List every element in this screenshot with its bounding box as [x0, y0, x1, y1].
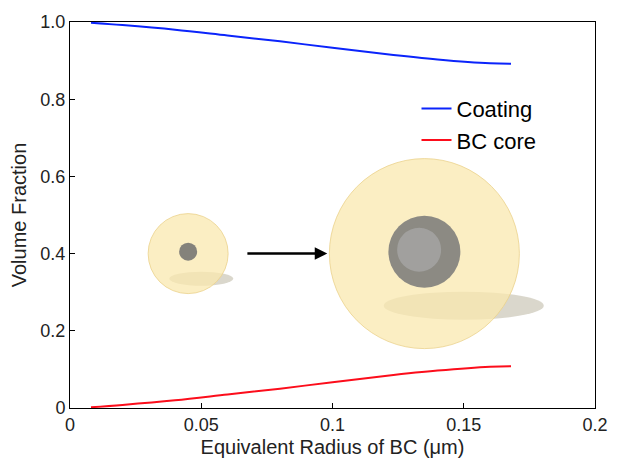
svg-text:0.1: 0.1	[320, 415, 345, 435]
svg-text:Coating: Coating	[457, 97, 533, 122]
svg-text:Volume Fraction: Volume Fraction	[8, 143, 30, 288]
svg-text:0.6: 0.6	[40, 167, 65, 187]
svg-text:0.15: 0.15	[446, 415, 481, 435]
svg-text:Equivalent Radius of BC (μm): Equivalent Radius of BC (μm)	[201, 436, 465, 458]
svg-text:BC core: BC core	[457, 129, 536, 154]
svg-text:0.8: 0.8	[40, 90, 65, 110]
svg-text:0.2: 0.2	[582, 415, 607, 435]
svg-text:0: 0	[65, 415, 75, 435]
svg-text:0.05: 0.05	[184, 415, 219, 435]
svg-text:0: 0	[55, 398, 65, 418]
svg-text:0.4: 0.4	[40, 244, 65, 264]
svg-text:0.2: 0.2	[40, 321, 65, 341]
svg-text:1.0: 1.0	[40, 12, 65, 32]
